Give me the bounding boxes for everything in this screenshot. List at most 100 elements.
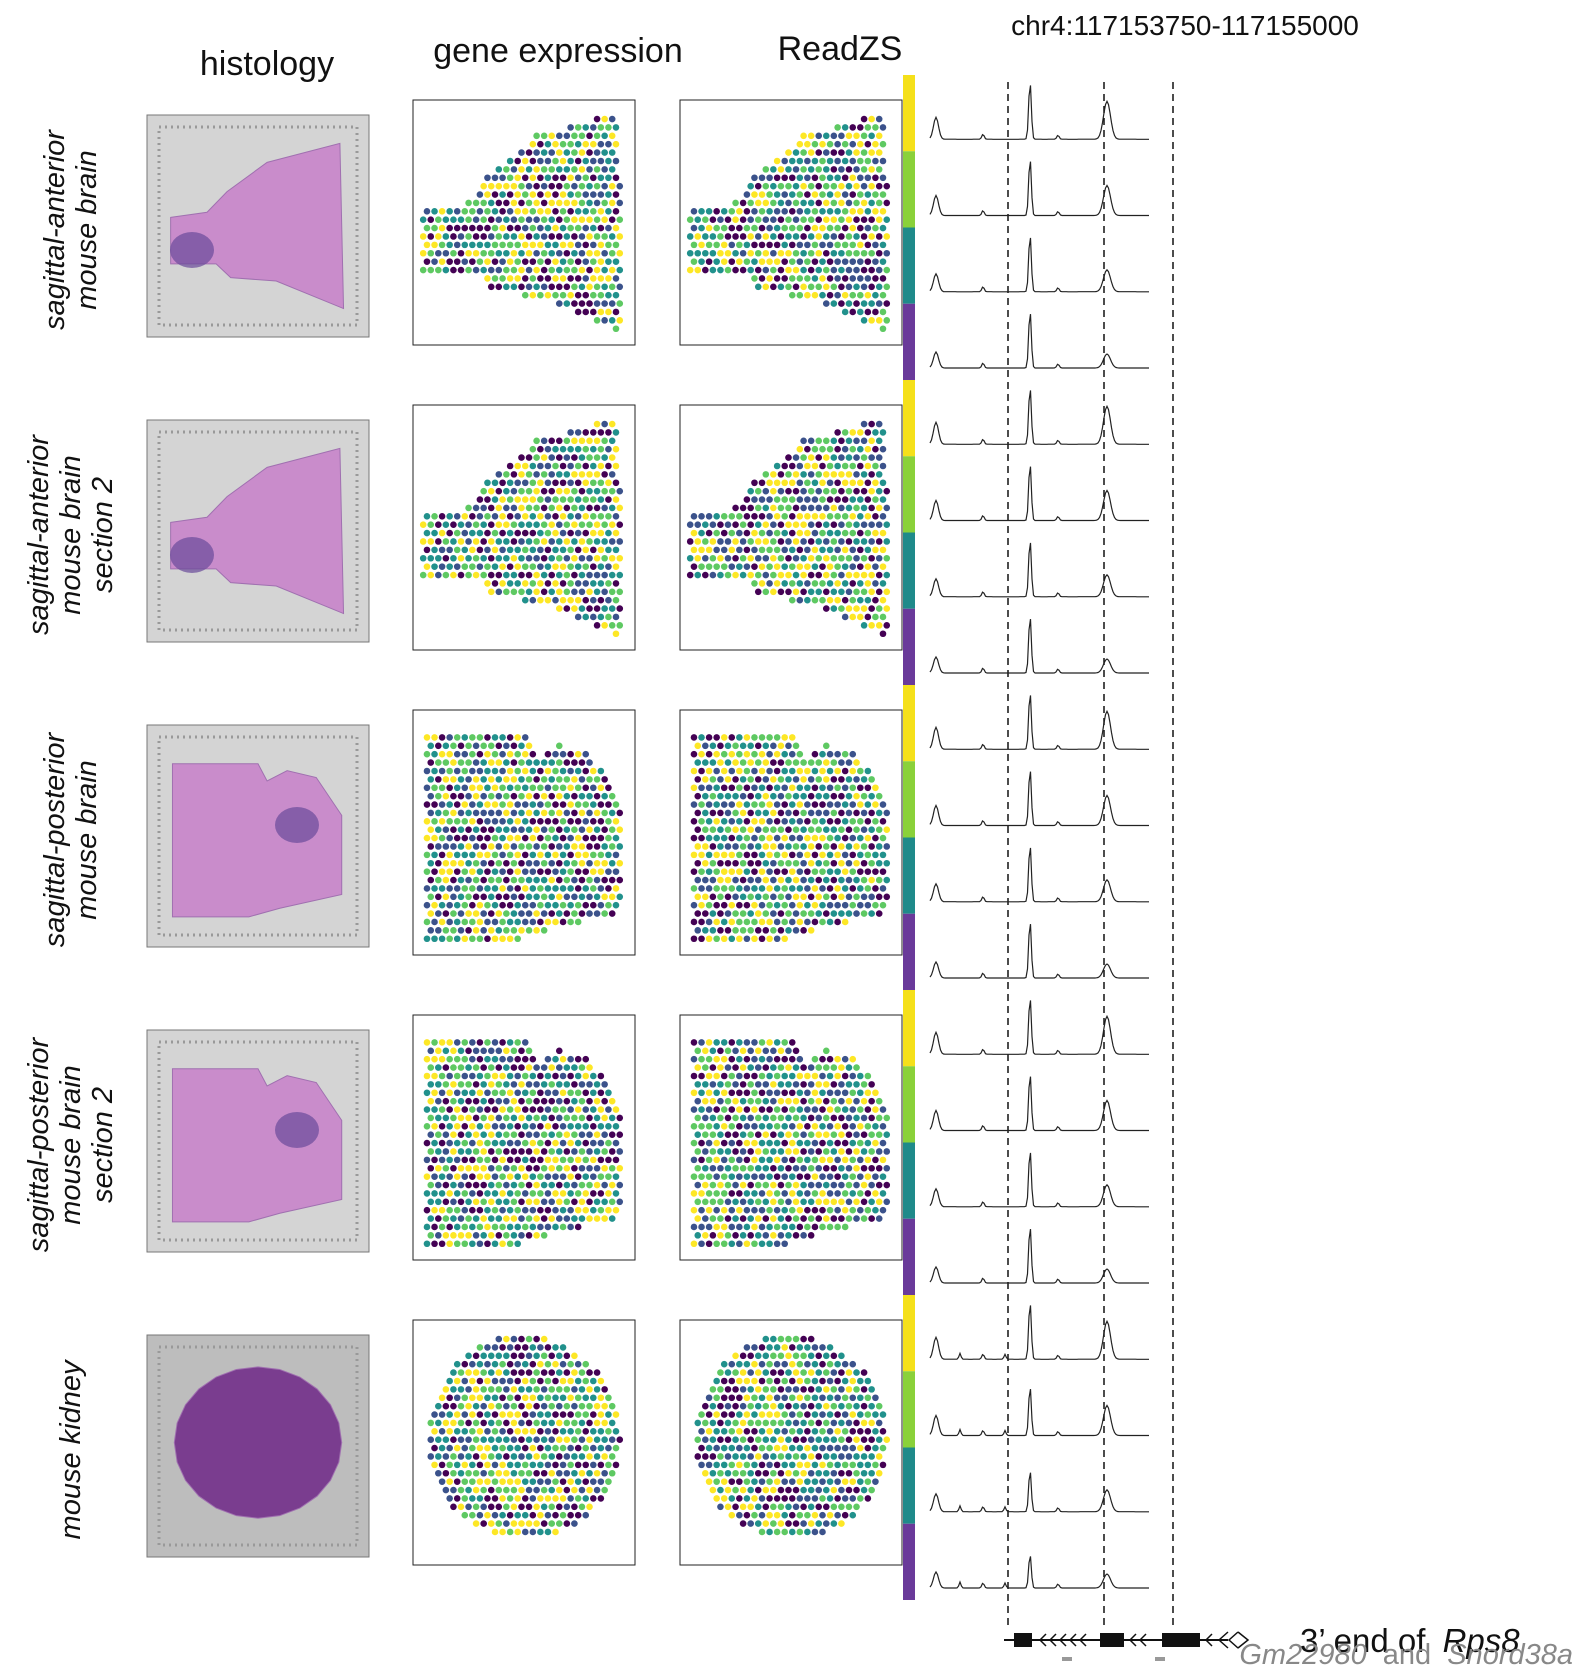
spot xyxy=(842,751,849,758)
spot xyxy=(865,1378,872,1385)
spot xyxy=(582,225,589,232)
spot xyxy=(838,300,845,307)
spot xyxy=(616,233,623,240)
spot xyxy=(548,284,555,291)
spot xyxy=(609,572,616,579)
spot xyxy=(774,1140,781,1147)
spot xyxy=(789,1378,796,1385)
spot xyxy=(781,1240,788,1247)
spot xyxy=(759,1089,766,1096)
spot xyxy=(876,1115,883,1122)
spot xyxy=(706,1123,713,1130)
spot xyxy=(541,284,548,291)
spot xyxy=(713,1190,720,1197)
spot xyxy=(842,1106,849,1113)
spot xyxy=(548,1487,555,1494)
spot xyxy=(458,826,465,833)
spot xyxy=(439,751,446,758)
spot xyxy=(552,158,559,165)
spot xyxy=(446,1462,453,1469)
spot xyxy=(717,1165,724,1172)
spot xyxy=(594,1182,601,1189)
spot xyxy=(849,1378,856,1385)
spot xyxy=(533,843,540,850)
spot xyxy=(812,1106,819,1113)
spot xyxy=(868,910,875,917)
spot xyxy=(477,547,484,554)
spot xyxy=(853,894,860,901)
spot xyxy=(789,1140,796,1147)
spot xyxy=(465,793,472,800)
spot xyxy=(823,1048,830,1055)
spot xyxy=(793,1182,800,1189)
spot xyxy=(785,910,792,917)
spot xyxy=(751,225,758,232)
spot xyxy=(751,530,758,537)
spot xyxy=(819,919,826,926)
spot xyxy=(496,1182,503,1189)
spot xyxy=(732,1453,739,1460)
spot xyxy=(526,471,533,478)
spot xyxy=(594,300,601,307)
spot xyxy=(541,1232,548,1239)
spot xyxy=(601,183,608,190)
spot xyxy=(831,133,838,140)
spot xyxy=(808,826,815,833)
spot xyxy=(781,208,788,215)
spot xyxy=(575,784,582,791)
spot xyxy=(834,225,841,232)
spot xyxy=(849,258,856,265)
spot xyxy=(548,133,555,140)
spot xyxy=(579,759,586,766)
spot xyxy=(702,1148,709,1155)
spot xyxy=(446,1157,453,1164)
spot xyxy=(586,843,593,850)
spot xyxy=(541,233,548,240)
spot xyxy=(609,133,616,140)
spot xyxy=(435,538,442,545)
spot xyxy=(763,505,770,512)
spot xyxy=(488,1504,495,1511)
spot xyxy=(861,622,868,629)
spot xyxy=(533,1436,540,1443)
spot xyxy=(744,191,751,198)
spot xyxy=(511,166,518,173)
spot xyxy=(526,1131,533,1138)
spot xyxy=(872,885,879,892)
spot xyxy=(427,521,434,528)
spot xyxy=(564,284,571,291)
spot xyxy=(556,300,563,307)
spot xyxy=(537,158,544,165)
spot xyxy=(763,555,770,562)
spot xyxy=(480,1420,487,1427)
spot xyxy=(492,275,499,282)
spot xyxy=(541,1487,548,1494)
spot xyxy=(770,538,777,545)
spot xyxy=(849,225,856,232)
spot xyxy=(567,751,574,758)
spot xyxy=(868,1215,875,1222)
spot xyxy=(747,1353,754,1360)
spot xyxy=(736,1361,743,1368)
spot xyxy=(755,1436,762,1443)
spot xyxy=(484,513,491,520)
row-label-line: section 2 xyxy=(87,477,119,593)
spot xyxy=(868,200,875,207)
spot xyxy=(706,258,713,265)
spot xyxy=(424,547,431,554)
spot xyxy=(579,877,586,884)
spot xyxy=(582,446,589,453)
spot xyxy=(530,563,537,570)
spot xyxy=(827,751,834,758)
spot xyxy=(853,250,860,257)
spot xyxy=(477,1445,484,1452)
spot xyxy=(571,521,578,528)
spot xyxy=(465,1182,472,1189)
spot xyxy=(518,183,525,190)
spot xyxy=(477,1512,484,1519)
spot xyxy=(834,1157,841,1164)
spot xyxy=(431,1056,438,1063)
spot xyxy=(834,818,841,825)
spot xyxy=(800,284,807,291)
spot xyxy=(431,852,438,859)
